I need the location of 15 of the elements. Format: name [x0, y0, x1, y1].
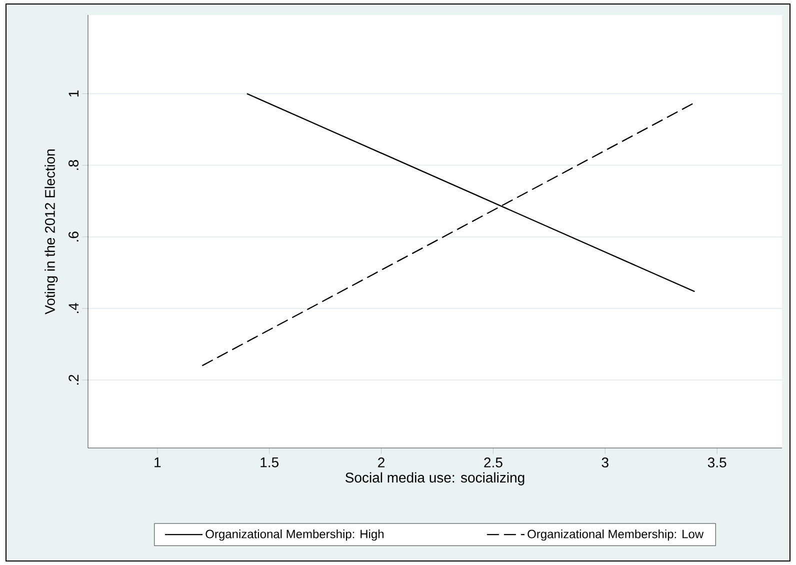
y-tick-label: 1 [68, 90, 78, 97]
y-tick-label: .2 [68, 374, 78, 385]
x-tick-label: 2.5 [484, 458, 502, 468]
legend-label: Organizational Membership: High [206, 529, 384, 541]
x-tick-label: 3 [602, 458, 608, 468]
y-axis-title: Voting in the 2012 Election [44, 150, 58, 314]
x-axis-title: Social media use: socializing [346, 472, 524, 486]
y-tick-label: .8 [68, 160, 78, 170]
x-tick-label: 3.5 [708, 458, 726, 468]
x-tick-label: 1 [154, 458, 161, 468]
x-tick-label: 1.5 [260, 458, 278, 468]
legend-label: Organizational Membership: Low [528, 529, 704, 541]
x-tick-label: 2 [378, 458, 384, 468]
y-tick-label: .4 [68, 303, 78, 313]
y-tick-label: .6 [68, 232, 78, 242]
